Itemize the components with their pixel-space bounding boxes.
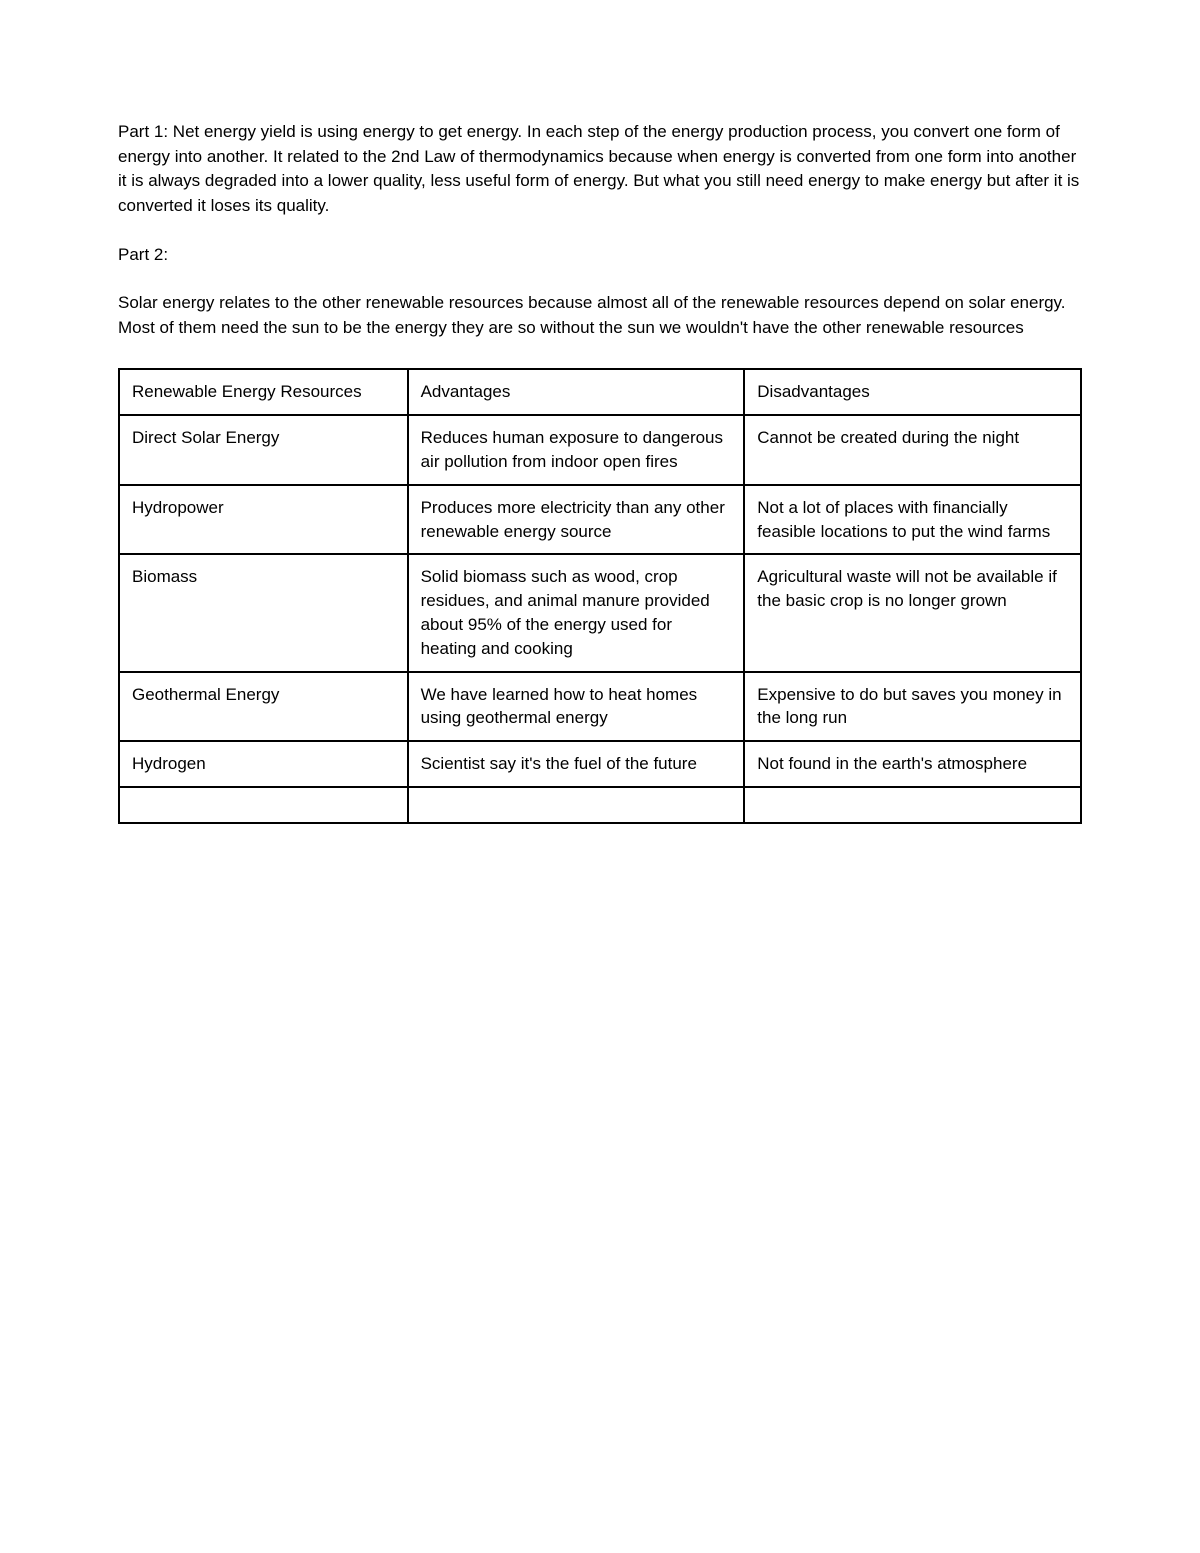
table-cell: Biomass <box>119 554 408 671</box>
table-cell <box>408 787 745 823</box>
table-cell: Geothermal Energy <box>119 672 408 742</box>
table-cell: Not found in the earth's atmosphere <box>744 741 1081 787</box>
part2-label: Part 2: <box>118 243 1082 268</box>
table-header-cell: Advantages <box>408 369 745 415</box>
table-cell: Reduces human exposure to dangerous air … <box>408 415 745 485</box>
table-cell: We have learned how to heat homes using … <box>408 672 745 742</box>
table-cell: Agricultural waste will not be available… <box>744 554 1081 671</box>
part2-body: Solar energy relates to the other renewa… <box>118 291 1082 340</box>
table-row: Hydrogen Scientist say it's the fuel of … <box>119 741 1081 787</box>
table-row: Biomass Solid biomass such as wood, crop… <box>119 554 1081 671</box>
table-row <box>119 787 1081 823</box>
table-header-cell: Renewable Energy Resources <box>119 369 408 415</box>
table-cell: Direct Solar Energy <box>119 415 408 485</box>
table-cell: Solid biomass such as wood, crop residue… <box>408 554 745 671</box>
table-cell: Not a lot of places with financially fea… <box>744 485 1081 555</box>
table-cell: Expensive to do but saves you money in t… <box>744 672 1081 742</box>
table-cell: Scientist say it's the fuel of the futur… <box>408 741 745 787</box>
table-cell <box>744 787 1081 823</box>
table-header-cell: Disadvantages <box>744 369 1081 415</box>
table-row: Renewable Energy Resources Advantages Di… <box>119 369 1081 415</box>
renewable-energy-table: Renewable Energy Resources Advantages Di… <box>118 368 1082 824</box>
table-row: Direct Solar Energy Reduces human exposu… <box>119 415 1081 485</box>
table-cell: Hydropower <box>119 485 408 555</box>
table-row: Hydropower Produces more electricity tha… <box>119 485 1081 555</box>
part1-paragraph: Part 1: Net energy yield is using energy… <box>118 120 1082 219</box>
table-cell: Hydrogen <box>119 741 408 787</box>
table-cell: Produces more electricity than any other… <box>408 485 745 555</box>
table-cell: Cannot be created during the night <box>744 415 1081 485</box>
table-row: Geothermal Energy We have learned how to… <box>119 672 1081 742</box>
table-cell <box>119 787 408 823</box>
